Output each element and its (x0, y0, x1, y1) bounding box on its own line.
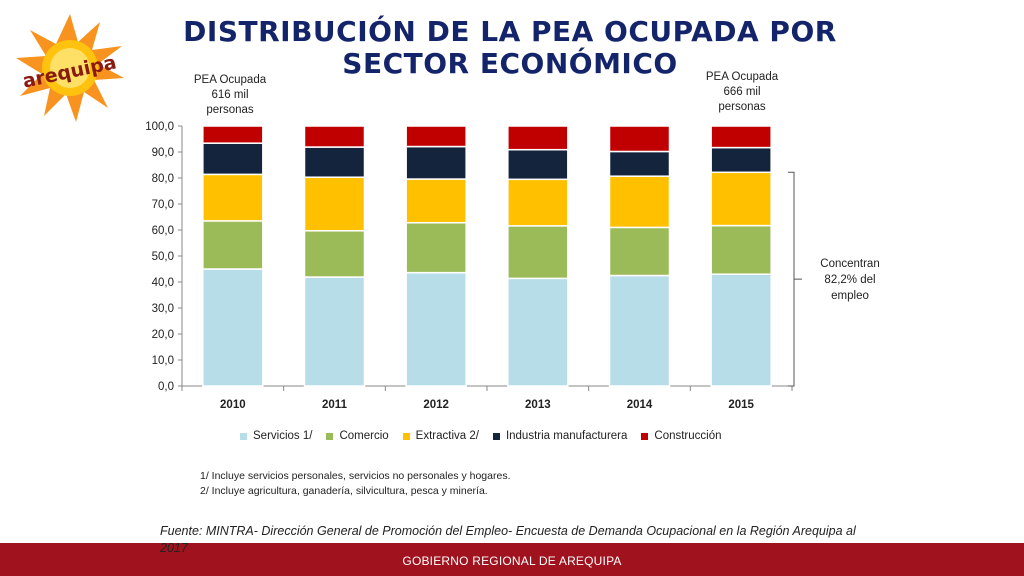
annotation-line: 82,2% del (824, 274, 876, 286)
bar-segment (303, 230, 366, 278)
legend-label: Construcción (654, 430, 722, 442)
pea-label-line: 616 mil (211, 89, 249, 101)
pea-label-line: 666 mil (723, 86, 761, 98)
bar-segment (710, 171, 772, 227)
pea-label-line: personas (718, 101, 766, 113)
bar-segment (405, 271, 467, 387)
bar-segment (202, 125, 264, 144)
bar-segment (507, 277, 569, 387)
footer-text: GOBIERNO REGIONAL DE AREQUIPA (402, 554, 622, 568)
legend-item: Industria manufacturera (492, 430, 628, 442)
x-tick-label: 2013 (525, 399, 551, 411)
bar-segment (507, 125, 569, 151)
legend-label: Extractiva 2/ (415, 430, 479, 442)
bar-segment (405, 221, 467, 274)
page-title: DISTRIBUCIÓN DE LA PEA OCUPADA POR SECTO… (183, 15, 837, 80)
footnote: 2/ Incluye agricultura, ganadería, silvi… (200, 485, 488, 497)
legend-item: Servicios 1/ (240, 430, 312, 442)
bar-segment (710, 146, 772, 174)
legend-swatch (326, 432, 334, 440)
y-tick-label: 30,0 (152, 303, 174, 315)
bar-segment (710, 273, 772, 387)
arequipa-logo: arequipa (16, 14, 124, 122)
bar-segment (303, 146, 366, 178)
bar-segment (303, 276, 366, 387)
legend-item: Extractiva 2/ (402, 430, 479, 442)
pea-2010-label: PEA Ocupada 616 mil personas (180, 73, 280, 118)
x-tick-label: 2015 (728, 399, 754, 411)
y-tick-label: 50,0 (152, 251, 174, 263)
bar-segment (507, 148, 569, 181)
bar-segment (608, 175, 671, 229)
legend-label: Comercio (339, 430, 389, 442)
bar-segment (608, 226, 671, 277)
bar-segment (608, 150, 671, 177)
source-note: Fuente: MINTRA- Dirección General de Pro… (160, 524, 856, 555)
sun-icon (16, 14, 124, 122)
bar-segment (202, 173, 264, 222)
chart-legend: Servicios 1/Comercio Extractiva 2/Industr… (240, 430, 800, 442)
y-tick-label: 40,0 (152, 277, 174, 289)
bar-segment (303, 125, 366, 148)
y-tick-label: 0,0 (158, 381, 174, 393)
bar-segment (405, 145, 467, 180)
x-tick-label: 2012 (423, 399, 449, 411)
legend-label: Industria manufacturera (505, 430, 628, 442)
legend-swatch (402, 432, 410, 440)
footnotes: 1/ Incluye servicios personales, servici… (200, 469, 511, 499)
bar-segment (202, 142, 264, 176)
y-tick-label: 100,0 (145, 121, 174, 133)
pea-label-line: PEA Ocupada (193, 74, 267, 86)
bar-segment (608, 125, 671, 153)
legend-item: Construcción (641, 430, 722, 442)
footnote: 1/ Incluye servicios personales, servici… (200, 470, 511, 482)
bar-segment (405, 125, 467, 148)
pea-label-line: PEA Ocupada (705, 71, 779, 83)
x-tick-label: 2014 (627, 399, 653, 411)
bar-segment (405, 178, 467, 224)
legend-swatch (240, 432, 247, 440)
legend-label: Servicios 1/ (253, 430, 313, 442)
y-tick-label: 60,0 (152, 225, 174, 237)
bar-segment (202, 220, 264, 270)
bar-segment (507, 178, 569, 227)
y-tick-label: 10,0 (152, 355, 174, 367)
bar-segment (507, 225, 569, 280)
annotation-line: Concentran (820, 258, 880, 270)
bar-segment (202, 268, 264, 387)
y-tick-label: 20,0 (152, 329, 174, 341)
concentration-annotation: Concentran 82,2% del empleo (806, 256, 894, 304)
pea-label-line: personas (206, 104, 254, 116)
x-tick-label: 2010 (220, 399, 246, 411)
legend-swatch (492, 432, 500, 440)
legend-item: Comercio (326, 430, 389, 442)
legend-swatch (641, 432, 649, 440)
bar-segment (710, 224, 772, 275)
bar-segment (608, 274, 671, 387)
y-tick-label: 90,0 (152, 147, 174, 159)
annotation-line: empleo (831, 290, 869, 302)
y-tick-label: 70,0 (152, 199, 174, 211)
bar-segment (303, 176, 366, 232)
footer-bar: GOBIERNO REGIONAL DE AREQUIPA (0, 543, 1024, 576)
concentration-bracket (788, 171, 802, 387)
bar-segment (710, 125, 772, 149)
x-tick-label: 2011 (322, 399, 348, 411)
y-tick-label: 80,0 (152, 173, 174, 185)
pea-2015-label: PEA Ocupada 666 mil personas (692, 70, 792, 115)
